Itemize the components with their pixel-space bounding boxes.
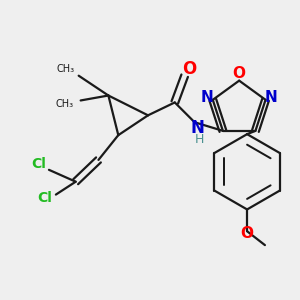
Text: Cl: Cl (32, 157, 46, 171)
Text: N: N (265, 90, 278, 105)
Text: Cl: Cl (38, 190, 52, 205)
Text: CH₃: CH₃ (57, 64, 75, 74)
Text: H: H (195, 133, 204, 146)
Text: N: N (190, 119, 205, 137)
Text: O: O (241, 226, 254, 241)
Text: N: N (200, 90, 213, 105)
Text: O: O (182, 60, 197, 78)
Text: CH₃: CH₃ (56, 99, 74, 110)
Text: O: O (233, 66, 246, 81)
